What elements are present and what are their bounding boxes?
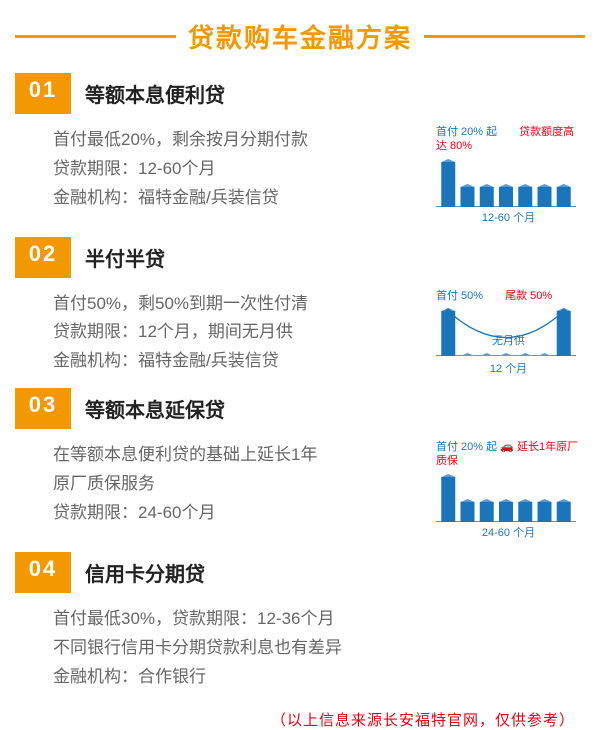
chart-note: 首付 50% 尾款 50% <box>436 290 581 307</box>
section-title: 半付半贷 <box>71 237 165 278</box>
plan-section: 01 等额本息便利贷 首付最低20%，剩余按月分期付款贷款期限：12-60个月金… <box>15 73 585 231</box>
section-head: 03 等额本息延保贷 <box>15 388 585 429</box>
plan-section: 03 等额本息延保贷 在等额本息便利贷的基础上延长1年原厂质保服务贷款期限：24… <box>15 388 585 546</box>
section-head: 02 半付半贷 <box>15 237 585 278</box>
title-row: 贷款购车金融方案 <box>15 18 585 55</box>
bar-chart <box>436 472 576 522</box>
chart-mid-label: 无月供 <box>436 332 581 348</box>
mini-chart: 首付 50% 尾款 50% 无月供 12 个月 <box>436 290 585 377</box>
chart-note: 首付 20% 起 🚗 延长1年原厂质保 <box>436 441 581 472</box>
chart-x-label: 24-60 个月 <box>436 522 581 540</box>
section-head: 01 等额本息便利贷 <box>15 73 585 114</box>
section-body: 在等额本息便利贷的基础上延长1年原厂质保服务贷款期限：24-60个月 首付 20… <box>15 429 585 546</box>
section-number: 04 <box>15 552 71 593</box>
plan-section: 02 半付半贷 首付50%，剩50%到期一次性付清贷款期限：12个月，期间无月供… <box>15 237 585 383</box>
chart-x-label: 12-60 个月 <box>436 207 581 225</box>
footer-note: （以上信息来源长安福特官网，仅供参考） <box>15 703 585 730</box>
section-number: 03 <box>15 388 71 429</box>
chart-note: 首付 20% 起 贷款额度高达 80% <box>436 126 581 157</box>
section-title: 等额本息延保贷 <box>71 388 225 429</box>
bar-chart <box>436 306 576 356</box>
section-body: 首付最低20%，剩余按月分期付款贷款期限：12-60个月金融机构：福特金融/兵装… <box>15 114 585 231</box>
section-desc: 首付50%，剩50%到期一次性付清贷款期限：12个月，期间无月供金融机构：福特金… <box>53 290 428 377</box>
section-body: 首付50%，剩50%到期一次性付清贷款期限：12个月，期间无月供金融机构：福特金… <box>15 278 585 383</box>
title-line-right <box>424 35 585 38</box>
mini-chart: 首付 20% 起 🚗 延长1年原厂质保 24-60 个月 <box>436 441 585 540</box>
title-line-left <box>15 35 176 38</box>
section-number: 01 <box>15 73 71 114</box>
section-desc: 首付最低30%，贷款期限：12-36个月不同银行信用卡分期贷款利息也有差异金融机… <box>53 605 585 692</box>
section-number: 02 <box>15 237 71 278</box>
section-desc: 在等额本息便利贷的基础上延长1年原厂质保服务贷款期限：24-60个月 <box>53 441 428 528</box>
section-body: 首付最低30%，贷款期限：12-36个月不同银行信用卡分期贷款利息也有差异金融机… <box>15 593 585 698</box>
plan-section: 04 信用卡分期贷 首付最低30%，贷款期限：12-36个月不同银行信用卡分期贷… <box>15 552 585 698</box>
section-title: 等额本息便利贷 <box>71 73 225 114</box>
page: 贷款购车金融方案 01 等额本息便利贷 首付最低20%，剩余按月分期付款贷款期限… <box>0 0 600 680</box>
page-title: 贷款购车金融方案 <box>188 18 412 55</box>
section-head: 04 信用卡分期贷 <box>15 552 585 593</box>
bar-chart <box>436 157 576 207</box>
section-title: 信用卡分期贷 <box>71 552 205 593</box>
mini-chart: 首付 20% 起 贷款额度高达 80% 12-60 个月 <box>436 126 585 225</box>
car-icon: 🚗 <box>500 441 514 453</box>
section-desc: 首付最低20%，剩余按月分期付款贷款期限：12-60个月金融机构：福特金融/兵装… <box>53 126 428 213</box>
chart-x-label: 12 个月 <box>436 358 581 376</box>
